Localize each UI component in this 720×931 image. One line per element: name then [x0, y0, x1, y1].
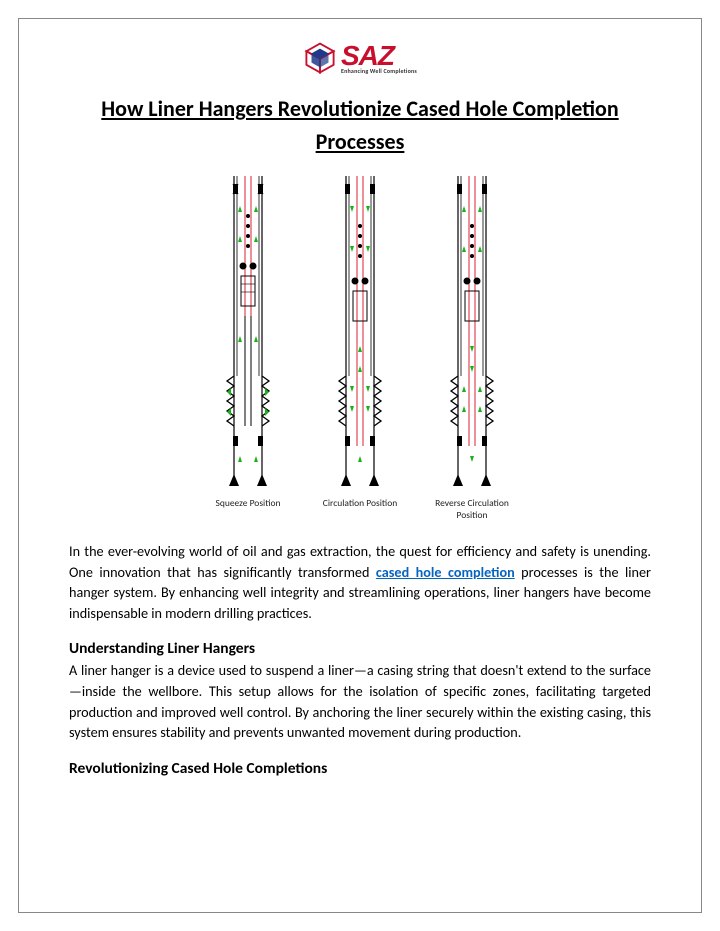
liner-hanger-icon	[331, 176, 389, 486]
diagram-circulation: Circulation Position	[310, 176, 410, 521]
liner-hanger-icon	[219, 176, 277, 486]
diagram-caption: Circulation Position	[310, 497, 410, 509]
page-title: How Liner Hangers Revolutionize Cased Ho…	[69, 92, 651, 158]
logo-text-group: SAZ Enhancing Well Completions	[341, 42, 417, 74]
logo-tagline: Enhancing Well Completions	[341, 68, 417, 74]
diagram-reverse: Reverse Circulation Position	[422, 176, 522, 521]
cased-hole-link[interactable]: cased hole completion	[376, 563, 515, 581]
logo: SAZ Enhancing Well Completions	[303, 41, 417, 75]
logo-area: SAZ Enhancing Well Completions	[69, 41, 651, 80]
diagram-row: Squeeze Position	[198, 176, 522, 521]
diagram-caption: Squeeze Position	[198, 497, 298, 509]
logo-cube-icon	[303, 41, 337, 75]
liner-hanger-icon	[443, 176, 501, 486]
intro-paragraph: In the ever-evolving world of oil and ga…	[69, 541, 651, 623]
diagram-area: Squeeze Position	[69, 176, 651, 521]
subheading-revolutionizing: Revolutionizing Cased Hole Completions	[69, 759, 651, 778]
logo-brand-text: SAZ	[341, 42, 417, 70]
diagram-caption: Reverse Circulation Position	[422, 497, 522, 521]
understanding-paragraph: A liner hanger is a device used to suspe…	[69, 660, 651, 742]
diagram-squeeze: Squeeze Position	[198, 176, 298, 521]
document-page: SAZ Enhancing Well Completions How Liner…	[18, 18, 702, 913]
subheading-understanding: Understanding Liner Hangers	[69, 639, 651, 658]
